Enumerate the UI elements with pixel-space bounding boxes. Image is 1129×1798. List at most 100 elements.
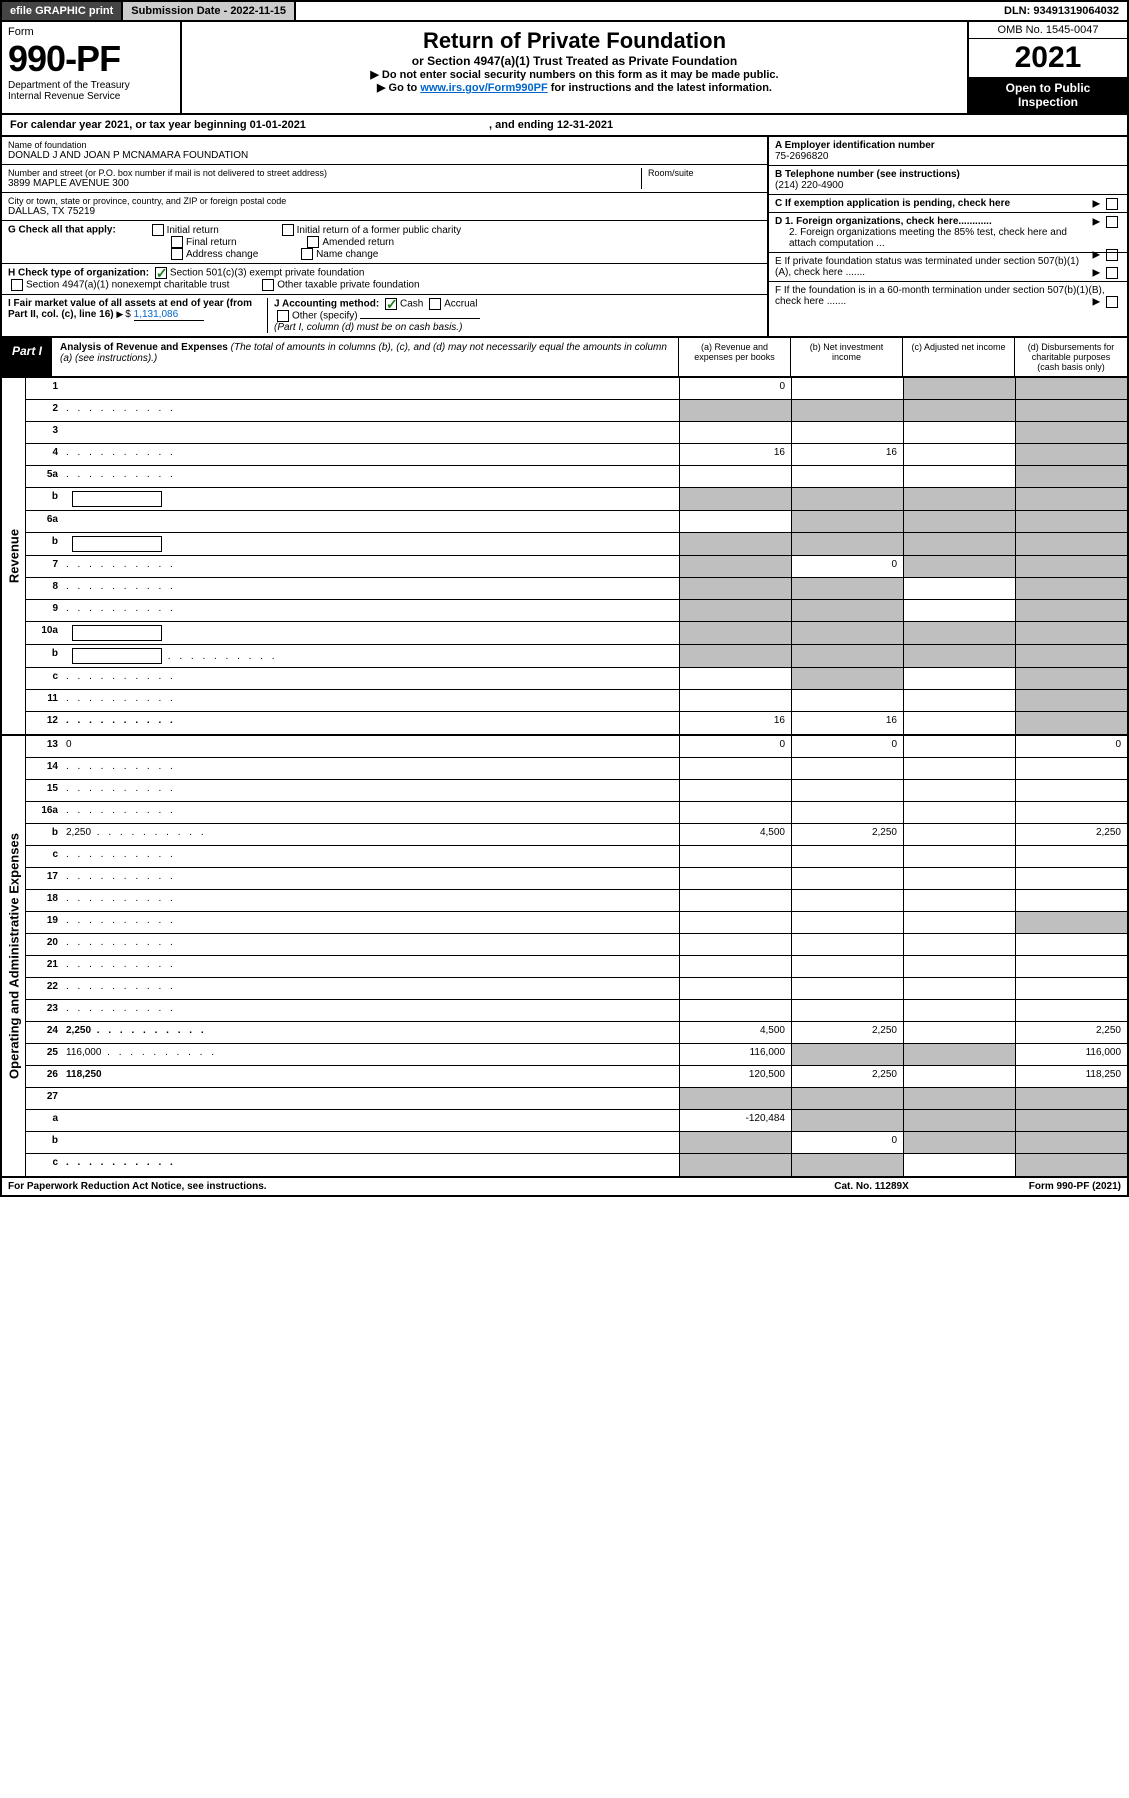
checkbox-cash[interactable] <box>385 298 397 310</box>
name-cell: Name of foundation DONALD J AND JOAN P M… <box>2 137 767 165</box>
table-row: c <box>26 1154 1127 1176</box>
row-number: b <box>26 824 62 845</box>
city-state-zip: DALLAS, TX 75219 <box>8 206 761 217</box>
checkbox-d2[interactable] <box>1106 249 1118 261</box>
cell-col-d <box>1015 622 1127 644</box>
row-description: 0 <box>62 736 679 757</box>
row-number: 13 <box>26 736 62 757</box>
row-number: 7 <box>26 556 62 577</box>
cell-col-c <box>903 802 1015 823</box>
cell-col-a <box>679 868 791 889</box>
checkbox-e[interactable] <box>1106 267 1118 279</box>
form-link[interactable]: www.irs.gov/Form990PF <box>420 82 547 94</box>
cell-col-c <box>903 622 1015 644</box>
cell-col-b: 2,250 <box>791 1066 903 1087</box>
checkbox-name-change[interactable] <box>301 248 313 260</box>
cell-col-a <box>679 1088 791 1109</box>
checkbox-initial-return[interactable] <box>152 224 164 236</box>
row-number: b <box>26 1132 62 1153</box>
row-description <box>62 890 679 911</box>
cell-col-d: 0 <box>1015 736 1127 757</box>
table-row: 121616 <box>26 712 1127 734</box>
row-description <box>62 533 679 555</box>
table-row: 70 <box>26 556 1127 578</box>
row-description <box>62 488 679 510</box>
row-description <box>62 600 679 621</box>
checkbox-4947[interactable] <box>11 279 23 291</box>
cell-col-b: 0 <box>791 556 903 577</box>
table-row: 10 <box>26 378 1127 400</box>
cal-begin: 01-01-2021 <box>250 119 306 131</box>
inline-input-box[interactable] <box>72 648 162 664</box>
cell-col-c <box>903 912 1015 933</box>
checkbox-address-change[interactable] <box>171 248 183 260</box>
row-number: 19 <box>26 912 62 933</box>
cell-col-d <box>1015 780 1127 801</box>
cell-col-b: 2,250 <box>791 824 903 845</box>
col-d-header: (d) Disbursements for charitable purpose… <box>1015 338 1127 376</box>
checkbox-other-method[interactable] <box>277 310 289 322</box>
f-label: F If the foundation is in a 60-month ter… <box>775 285 1105 307</box>
row-number: 5a <box>26 466 62 487</box>
h-label: H Check type of organization: <box>8 268 149 279</box>
phone-cell: B Telephone number (see instructions) (2… <box>769 166 1127 195</box>
revenue-table: Revenue 1023416165ab6ab708910abc11121616 <box>0 378 1129 736</box>
checkbox-final-return[interactable] <box>171 236 183 248</box>
row-description <box>62 956 679 977</box>
checkbox-f[interactable] <box>1106 296 1118 308</box>
table-row: c <box>26 668 1127 690</box>
row-description <box>62 444 679 465</box>
inline-input-box[interactable] <box>72 536 162 552</box>
footer-cat: Cat. No. 11289X <box>834 1181 908 1192</box>
cell-col-b <box>791 511 903 532</box>
opt-amended: Amended return <box>322 237 394 248</box>
footer-form: Form 990-PF (2021) <box>1029 1181 1121 1192</box>
row-description <box>62 712 679 734</box>
inline-input-box[interactable] <box>72 491 162 507</box>
table-row: 2 <box>26 400 1127 422</box>
row-number: 11 <box>26 690 62 711</box>
e-cell: E If private foundation status was termi… <box>769 253 1127 282</box>
checkbox-initial-former[interactable] <box>282 224 294 236</box>
efile-print-button[interactable]: efile GRAPHIC print <box>2 2 123 20</box>
checkbox-other-taxable[interactable] <box>262 279 274 291</box>
table-row: 41616 <box>26 444 1127 466</box>
cell-col-b <box>791 1110 903 1131</box>
checkbox-501c3[interactable] <box>155 267 167 279</box>
cell-col-b <box>791 690 903 711</box>
d1-label: D 1. Foreign organizations, check here..… <box>775 216 992 227</box>
revenue-side-label: Revenue <box>2 378 26 734</box>
row-number: 16a <box>26 802 62 823</box>
cell-col-b <box>791 978 903 999</box>
cell-col-c <box>903 712 1015 734</box>
cell-col-c <box>903 400 1015 421</box>
cell-col-d <box>1015 956 1127 977</box>
irs-label: Internal Revenue Service <box>8 91 174 102</box>
cell-col-a <box>679 466 791 487</box>
cell-col-d <box>1015 578 1127 599</box>
checkbox-c[interactable] <box>1106 198 1118 210</box>
city-cell: City or town, state or province, country… <box>2 193 767 221</box>
table-row: 10a <box>26 622 1127 645</box>
row-description <box>62 912 679 933</box>
cell-col-c <box>903 1110 1015 1131</box>
cell-col-a <box>679 1000 791 1021</box>
part1-header: Part I Analysis of Revenue and Expenses … <box>0 338 1129 378</box>
cell-col-c <box>903 890 1015 911</box>
open-public-badge: Open to Public Inspection <box>969 77 1127 113</box>
revenue-rows: 1023416165ab6ab708910abc11121616 <box>26 378 1127 734</box>
street-address: 3899 MAPLE AVENUE 300 <box>8 178 641 189</box>
checkbox-accrual[interactable] <box>429 298 441 310</box>
inline-input-box[interactable] <box>72 625 162 641</box>
table-row: 21 <box>26 956 1127 978</box>
d2-label: 2. Foreign organizations meeting the 85%… <box>789 227 1069 249</box>
checkbox-amended[interactable] <box>307 236 319 248</box>
checkbox-d1[interactable] <box>1106 216 1118 228</box>
entity-info: Name of foundation DONALD J AND JOAN P M… <box>0 137 1129 338</box>
row-description <box>62 578 679 599</box>
row-description <box>62 1000 679 1021</box>
cell-col-b <box>791 890 903 911</box>
cell-col-a: 4,500 <box>679 824 791 845</box>
cell-col-c <box>903 1066 1015 1087</box>
expense-rows: 130000141516ab2,2504,5002,2502,250c17181… <box>26 736 1127 1176</box>
